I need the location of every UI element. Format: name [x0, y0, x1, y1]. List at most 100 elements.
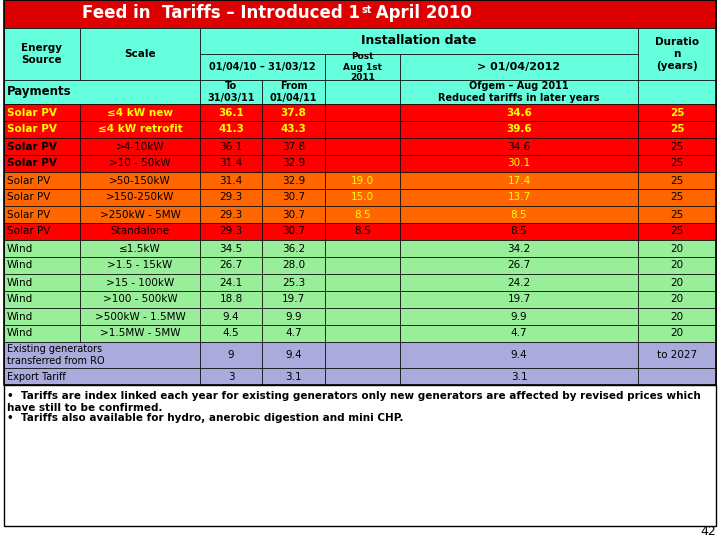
- Bar: [400, 189, 638, 206]
- Bar: [80, 274, 200, 291]
- Text: 36.1: 36.1: [218, 107, 244, 118]
- Text: •  Tariffs also available for hydro, anerobic digestion and mini CHP.: • Tariffs also available for hydro, aner…: [7, 413, 403, 423]
- Bar: [4, 274, 80, 291]
- Bar: [4, 368, 200, 385]
- Text: Existing generators
transferred from RO: Existing generators transferred from RO: [7, 344, 104, 366]
- Bar: [400, 223, 638, 240]
- Bar: [200, 342, 262, 368]
- Text: 8.5: 8.5: [354, 210, 371, 219]
- Text: 25: 25: [670, 176, 683, 186]
- Text: 34.6: 34.6: [506, 107, 532, 118]
- Text: 30.7: 30.7: [282, 192, 305, 202]
- Bar: [262, 104, 325, 121]
- Bar: [200, 104, 262, 121]
- Bar: [638, 189, 716, 206]
- Bar: [325, 172, 400, 189]
- Bar: [4, 28, 80, 80]
- Bar: [262, 291, 325, 308]
- Bar: [638, 240, 716, 257]
- Bar: [262, 206, 325, 223]
- Text: 25: 25: [670, 159, 683, 168]
- Text: 20: 20: [670, 328, 683, 339]
- Text: Solar PV: Solar PV: [7, 125, 57, 134]
- Bar: [4, 172, 80, 189]
- Bar: [200, 257, 262, 274]
- Text: >4-10kW: >4-10kW: [116, 141, 164, 152]
- Text: 25: 25: [670, 226, 683, 237]
- Bar: [80, 172, 200, 189]
- Text: Installation date: Installation date: [361, 35, 477, 48]
- Bar: [200, 368, 262, 385]
- Text: >100 - 500kW: >100 - 500kW: [103, 294, 177, 305]
- Text: 3: 3: [228, 372, 234, 381]
- Text: Wind: Wind: [7, 328, 33, 339]
- Text: Ofgem – Aug 2011
Reduced tariffs in later years: Ofgem – Aug 2011 Reduced tariffs in late…: [438, 81, 600, 103]
- Bar: [325, 308, 400, 325]
- Bar: [400, 308, 638, 325]
- Bar: [200, 308, 262, 325]
- Bar: [325, 274, 400, 291]
- Text: 9.4: 9.4: [285, 350, 302, 360]
- Bar: [262, 189, 325, 206]
- Text: To
31/03/11: To 31/03/11: [207, 81, 255, 103]
- Text: 9.9: 9.9: [285, 312, 302, 321]
- Text: 9.4: 9.4: [510, 350, 527, 360]
- Text: ≤4 kW retrofit: ≤4 kW retrofit: [98, 125, 182, 134]
- Bar: [4, 308, 80, 325]
- Text: Solar PV: Solar PV: [7, 176, 50, 186]
- Text: 3.1: 3.1: [510, 372, 527, 381]
- Bar: [325, 189, 400, 206]
- Text: 32.9: 32.9: [282, 159, 305, 168]
- Text: 36.2: 36.2: [282, 244, 305, 253]
- Text: 29.3: 29.3: [220, 192, 243, 202]
- Text: 36.1: 36.1: [220, 141, 243, 152]
- Bar: [325, 206, 400, 223]
- Bar: [200, 274, 262, 291]
- Bar: [262, 121, 325, 138]
- Bar: [400, 54, 638, 80]
- Bar: [80, 257, 200, 274]
- Text: 41.3: 41.3: [218, 125, 244, 134]
- Text: Solar PV: Solar PV: [7, 107, 57, 118]
- Bar: [638, 274, 716, 291]
- Text: > 01/04/2012: > 01/04/2012: [477, 62, 561, 72]
- Text: 9: 9: [228, 350, 234, 360]
- Text: Feed in  Tariffs – Introduced 1: Feed in Tariffs – Introduced 1: [82, 4, 360, 22]
- Text: 13.7: 13.7: [508, 192, 531, 202]
- Bar: [325, 240, 400, 257]
- Text: >500kW - 1.5MW: >500kW - 1.5MW: [94, 312, 185, 321]
- Text: Wind: Wind: [7, 294, 33, 305]
- Text: 9.9: 9.9: [510, 312, 527, 321]
- Bar: [638, 325, 716, 342]
- Bar: [400, 342, 638, 368]
- Bar: [325, 223, 400, 240]
- Bar: [80, 121, 200, 138]
- Text: 29.3: 29.3: [220, 210, 243, 219]
- Text: 4.7: 4.7: [510, 328, 527, 339]
- Bar: [80, 28, 200, 80]
- Bar: [262, 368, 325, 385]
- Text: 8.5: 8.5: [510, 210, 527, 219]
- Bar: [400, 80, 638, 104]
- Text: 3.1: 3.1: [285, 372, 302, 381]
- Bar: [200, 189, 262, 206]
- Text: 25: 25: [670, 210, 683, 219]
- Bar: [80, 325, 200, 342]
- Bar: [262, 172, 325, 189]
- Bar: [638, 291, 716, 308]
- Bar: [4, 240, 80, 257]
- Bar: [4, 291, 80, 308]
- Text: Solar PV: Solar PV: [7, 192, 50, 202]
- Bar: [200, 172, 262, 189]
- Bar: [80, 189, 200, 206]
- Bar: [400, 121, 638, 138]
- Bar: [200, 80, 262, 104]
- Bar: [4, 121, 80, 138]
- Text: >1.5MW - 5MW: >1.5MW - 5MW: [100, 328, 180, 339]
- Text: Wind: Wind: [7, 278, 33, 287]
- Text: st: st: [362, 5, 372, 15]
- Bar: [400, 325, 638, 342]
- Bar: [638, 155, 716, 172]
- Text: 18.8: 18.8: [220, 294, 243, 305]
- Text: Payments: Payments: [7, 85, 71, 98]
